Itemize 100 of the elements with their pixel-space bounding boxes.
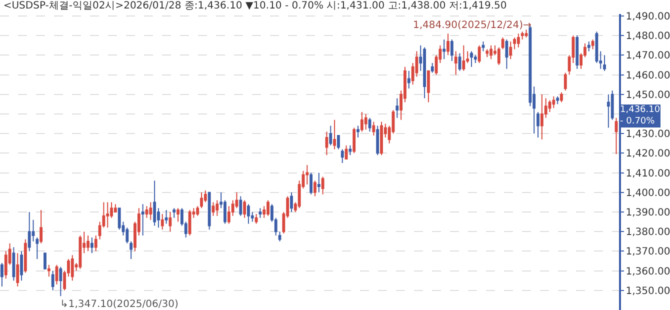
candlestick xyxy=(564,72,567,91)
chart-title: <USDSP-체결-익일02시>2026/01/28 종:1,436.10 ▼10.10 - 0.70% 시:1,431.00 고:1,438.00 저:1,419.50 xyxy=(3,0,507,12)
candlestick xyxy=(423,46,426,99)
candlestick xyxy=(106,202,110,228)
candlestick xyxy=(380,121,383,156)
candlestick xyxy=(474,54,477,64)
candlestick xyxy=(470,50,473,68)
candlestick xyxy=(310,172,313,195)
y-tick-label: 1,400.00 xyxy=(626,188,670,199)
candlestick xyxy=(454,50,458,76)
candlestick xyxy=(130,240,133,260)
candlestick xyxy=(172,208,176,218)
candlestick xyxy=(426,70,430,103)
candlestick xyxy=(254,213,258,224)
candlestick xyxy=(536,112,540,138)
candlestick xyxy=(446,33,450,56)
candlestick xyxy=(497,46,500,66)
candlestick xyxy=(478,44,481,64)
candlestick xyxy=(59,266,62,297)
candlestick xyxy=(614,117,618,155)
y-tick-label: 1,420.00 xyxy=(626,148,670,160)
text: 1,436.10 - 0.70% xyxy=(620,105,660,127)
candlestick xyxy=(176,208,180,222)
candlestick xyxy=(24,238,27,274)
candlestick xyxy=(364,113,368,130)
candlestick xyxy=(51,270,54,291)
candlestick xyxy=(28,211,31,252)
candlestick xyxy=(306,164,309,186)
y-tick-label: 1,490.00 xyxy=(626,11,670,22)
annotation: ↳1,347.10(2025/06/30) xyxy=(60,299,178,310)
candlestick xyxy=(458,52,462,72)
candlestick xyxy=(490,44,493,60)
candlestick xyxy=(560,92,563,103)
annotation: 1,484.90(2025/12/24)→ xyxy=(413,20,532,31)
candlestick xyxy=(168,211,172,232)
candlestick xyxy=(47,264,50,278)
candlestick xyxy=(141,204,144,236)
candlestick xyxy=(348,144,352,156)
candlestick xyxy=(450,38,454,62)
candlestick xyxy=(239,196,242,216)
y-tick-label: 1,480.00 xyxy=(626,31,670,42)
candlestick xyxy=(396,98,399,118)
candlestick xyxy=(329,125,332,146)
candlestick xyxy=(247,204,250,224)
candlestick xyxy=(442,38,446,60)
y-tick-label: 1,390.00 xyxy=(626,207,670,218)
candlestick xyxy=(360,112,364,132)
candlestick xyxy=(606,94,610,128)
candlestick xyxy=(407,70,410,89)
candlestick xyxy=(505,38,508,70)
candlestick xyxy=(145,206,148,218)
candlestick xyxy=(356,125,360,138)
candlestick xyxy=(321,176,324,195)
candlestick xyxy=(266,200,270,216)
y-tick-label: 1,410.00 xyxy=(626,168,670,180)
candlestick xyxy=(509,40,512,60)
y-tick-label: 1,470.00 xyxy=(626,50,670,62)
candlestick xyxy=(70,254,74,282)
candlestick xyxy=(90,236,94,254)
candlestick xyxy=(513,37,516,50)
y-tick-label: 1,360.00 xyxy=(626,266,670,278)
candlestick xyxy=(216,200,219,216)
candlestick xyxy=(44,252,46,270)
candlestick xyxy=(20,250,23,282)
y-tick-label: 1,430.00 xyxy=(626,129,670,140)
candlestick xyxy=(376,125,380,156)
candlestick xyxy=(603,54,606,72)
candlestick xyxy=(552,96,556,109)
candlestick xyxy=(317,172,320,193)
candlestick xyxy=(160,213,164,230)
candlestick xyxy=(16,252,20,287)
candlestick xyxy=(372,121,376,136)
candlestick xyxy=(325,131,328,156)
candlestick xyxy=(368,117,372,132)
candlestick xyxy=(482,40,485,52)
candlestick xyxy=(462,44,466,72)
candlestick xyxy=(258,208,262,218)
candlestick xyxy=(340,148,344,164)
y-tick-label: 1,350.00 xyxy=(626,286,670,297)
y-tick-label: 1,460.00 xyxy=(626,70,670,82)
y-tick-label: 1,370.00 xyxy=(626,246,670,258)
candlestick xyxy=(556,96,560,105)
candlestick xyxy=(153,180,156,226)
y-tick-label: 1,450.00 xyxy=(626,90,670,101)
candlestick xyxy=(587,40,590,52)
candlestick xyxy=(0,262,4,287)
candlestick xyxy=(501,37,504,50)
candlestick xyxy=(516,33,520,48)
candlestick xyxy=(314,180,316,197)
candlestick xyxy=(540,94,544,140)
candlestick xyxy=(576,35,579,70)
candlestick xyxy=(337,135,340,150)
y-tick-label: 1,380.00 xyxy=(626,227,670,238)
candlestick xyxy=(352,127,356,154)
candlestick xyxy=(196,206,200,216)
candlestick xyxy=(486,48,489,58)
candlestick xyxy=(243,200,246,218)
candlestick xyxy=(94,235,98,252)
candlestick xyxy=(164,210,168,224)
candlestick xyxy=(208,192,211,230)
